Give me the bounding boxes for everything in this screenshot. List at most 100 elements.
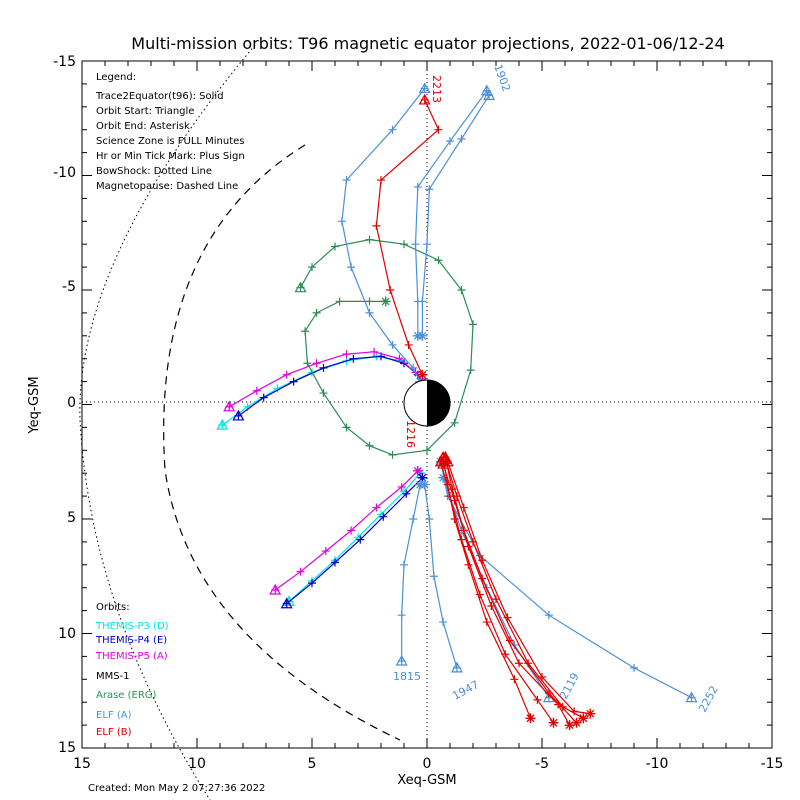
tick-mark bbox=[413, 182, 422, 191]
tick-mark bbox=[450, 496, 459, 505]
orbit-start-marker bbox=[216, 418, 229, 430]
tick-mark bbox=[379, 512, 388, 521]
tick-mark bbox=[312, 308, 321, 317]
label-1216: 1216 bbox=[404, 420, 417, 448]
y-tick-label: -5 bbox=[62, 279, 76, 295]
orbit-series bbox=[419, 479, 463, 673]
tick-mark bbox=[303, 359, 312, 368]
tick-mark bbox=[347, 263, 356, 272]
y-axis-title: Yeq-GSM bbox=[27, 376, 42, 434]
tick-mark bbox=[365, 308, 374, 317]
orbit-end-marker bbox=[578, 713, 589, 724]
tick-mark bbox=[533, 695, 542, 704]
tick-mark bbox=[457, 134, 466, 143]
tick-layer bbox=[81, 60, 773, 749]
orbit-end-marker bbox=[417, 472, 428, 483]
tick-mark bbox=[425, 185, 434, 194]
tick-mark bbox=[492, 595, 500, 604]
orbit-end-marker bbox=[438, 472, 449, 483]
orbit-start-marker bbox=[434, 455, 447, 467]
x-tick-label: 10 bbox=[188, 756, 206, 772]
tick-mark bbox=[319, 363, 328, 372]
tick-mark bbox=[349, 354, 358, 363]
tick-mark bbox=[409, 515, 418, 523]
orbit-start-marker bbox=[294, 281, 307, 293]
tick-mark bbox=[372, 503, 381, 512]
tick-mark bbox=[331, 242, 339, 251]
orbit-start-marker bbox=[395, 654, 408, 666]
orbit-start-marker bbox=[450, 661, 463, 673]
orbit-start-marker bbox=[223, 400, 236, 412]
orbits-title: Orbits: bbox=[96, 602, 130, 613]
orbit-start-marker bbox=[232, 409, 245, 421]
tick-mark bbox=[469, 320, 477, 329]
y-tick-label: 10 bbox=[58, 626, 76, 642]
mission-themis-p4: THEMIS-P4 (E) bbox=[95, 635, 167, 646]
tick-mark bbox=[395, 354, 404, 363]
tick-mark bbox=[503, 613, 512, 622]
tick-mark bbox=[397, 611, 406, 620]
tick-mark bbox=[388, 125, 397, 134]
tick-mark bbox=[487, 602, 496, 611]
tick-mark bbox=[397, 482, 406, 491]
tick-mark bbox=[501, 650, 510, 659]
tick-mark bbox=[570, 707, 579, 716]
x-tick-label: -10 bbox=[646, 756, 669, 772]
orbit-end-marker bbox=[525, 713, 536, 724]
tick-mark bbox=[356, 535, 365, 544]
tick-mark bbox=[404, 340, 413, 349]
tick-mark bbox=[289, 377, 298, 386]
mission-themis-p5: THEMIS-P5 (A) bbox=[95, 651, 168, 662]
orbit-series bbox=[434, 455, 559, 728]
tick-mark bbox=[342, 423, 351, 432]
tick-mark bbox=[347, 526, 356, 535]
tick-mark bbox=[400, 560, 408, 569]
tick-mark bbox=[252, 386, 261, 395]
tick-mark bbox=[319, 389, 328, 398]
mission-themis-p3: THEMIS-P3 (D) bbox=[95, 621, 169, 632]
tick-mark bbox=[459, 503, 468, 512]
tick-mark bbox=[630, 663, 638, 672]
tick-mark bbox=[423, 446, 431, 455]
tick-mark bbox=[423, 240, 431, 249]
chart-title: Multi-mission orbits: T96 magnetic equat… bbox=[131, 34, 724, 53]
tick-mark bbox=[450, 515, 459, 523]
y-tick-label: 15 bbox=[58, 740, 76, 756]
tick-mark bbox=[418, 297, 427, 306]
orbit-end-marker bbox=[412, 465, 423, 476]
orbit-start-marker bbox=[418, 82, 431, 94]
orbit-end-marker bbox=[564, 720, 575, 731]
tick-mark bbox=[296, 567, 305, 576]
tick-mark bbox=[388, 340, 397, 349]
orbit-end-marker bbox=[380, 296, 391, 307]
tick-mark bbox=[400, 240, 408, 249]
orbit-start-marker bbox=[280, 597, 293, 609]
tick-mark bbox=[425, 515, 434, 523]
tick-mark bbox=[464, 542, 473, 551]
tick-mark bbox=[321, 547, 330, 556]
tick-mark bbox=[524, 659, 533, 668]
orbit-end-marker bbox=[585, 708, 596, 719]
tick-mark bbox=[411, 240, 420, 249]
tick-mark bbox=[446, 137, 454, 146]
tick-mark bbox=[342, 176, 351, 185]
earth-nightside bbox=[427, 380, 450, 426]
legend-title: Legend: bbox=[96, 72, 136, 83]
y-tick-label: -15 bbox=[53, 54, 76, 70]
bow-shock-curve bbox=[79, 44, 256, 800]
tick-mark bbox=[282, 370, 291, 379]
tick-mark bbox=[446, 492, 454, 501]
legend: Legend: Trace2Equator(t96): Solid Orbit … bbox=[95, 72, 245, 192]
tick-mark bbox=[538, 673, 546, 682]
tick-mark bbox=[429, 572, 438, 581]
legend-line-3: Orbit End: Asterisk bbox=[96, 121, 190, 132]
tick-mark bbox=[386, 286, 395, 294]
orbit-series bbox=[294, 235, 477, 459]
tick-mark bbox=[409, 363, 418, 372]
tick-mark bbox=[331, 558, 339, 567]
tick-mark bbox=[482, 618, 491, 627]
tick-mark bbox=[301, 327, 310, 336]
tick-mark bbox=[464, 560, 473, 569]
x-tick-label: 0 bbox=[423, 756, 432, 772]
